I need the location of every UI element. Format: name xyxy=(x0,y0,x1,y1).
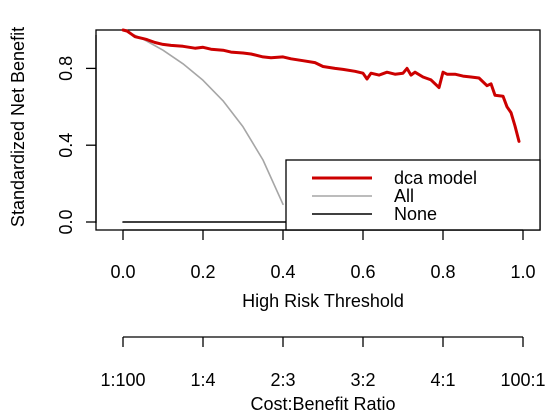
series-line-dca-model xyxy=(121,28,521,143)
y-axis-title: Standardized Net Benefit xyxy=(8,27,28,227)
cost-benefit-tick-label: 2:3 xyxy=(270,370,295,390)
cost-benefit-tick-label: 4:1 xyxy=(430,370,455,390)
cost-benefit-tick-label: 3:2 xyxy=(350,370,375,390)
cost-benefit-axis-title: Cost:Benefit Ratio xyxy=(250,394,395,414)
legend-label-all: All xyxy=(394,186,414,206)
x-tick-label: 0.2 xyxy=(190,262,215,282)
y-tick-label: 0.0 xyxy=(56,209,76,234)
cost-benefit-tick-label: 1:4 xyxy=(190,370,215,390)
cost-benefit-tick-label: 100:1 xyxy=(500,370,545,390)
cost-benefit-axis: 1:100 1:4 2:3 3:2 4:1 100:1 xyxy=(100,336,546,390)
y-axis: 0.0 0.4 0.8 xyxy=(56,35,97,235)
x-axis-title: High Risk Threshold xyxy=(242,291,404,311)
x-tick-label: 0.0 xyxy=(110,262,135,282)
legend-box xyxy=(285,159,541,231)
cost-benefit-tick-label: 1:100 xyxy=(100,370,145,390)
x-axis: 0.0 0.2 0.4 0.6 0.8 1.0 xyxy=(110,229,536,282)
y-tick-label: 0.4 xyxy=(56,133,76,158)
x-tick-label: 0.4 xyxy=(270,262,295,282)
x-tick-label: 0.8 xyxy=(430,262,455,282)
y-tick-label: 0.8 xyxy=(56,56,76,81)
legend: dca model All None xyxy=(285,159,541,231)
legend-label-dca-model: dca model xyxy=(394,168,477,188)
legend-label-none: None xyxy=(394,204,437,224)
x-tick-label: 0.6 xyxy=(350,262,375,282)
series-line-all xyxy=(122,29,284,206)
x-tick-label: 1.0 xyxy=(510,262,535,282)
